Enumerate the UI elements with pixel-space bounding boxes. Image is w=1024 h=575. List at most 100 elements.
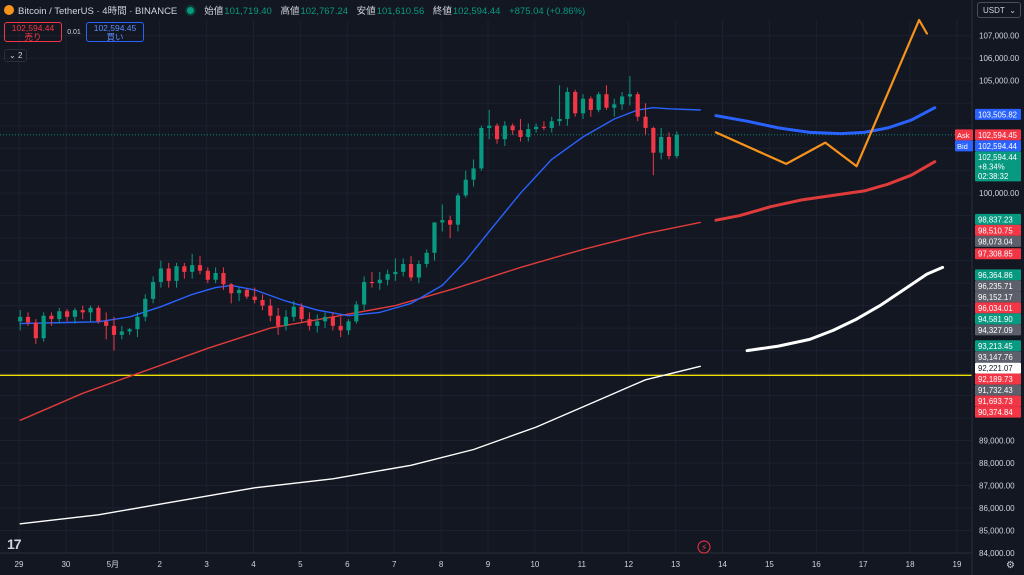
price-label: 97,308.85: [975, 248, 1021, 260]
buy-label: 買い: [106, 32, 124, 42]
candle-body: [557, 118, 562, 122]
candle-body: [393, 271, 398, 275]
candle: [377, 271, 382, 290]
price-label: 102,594.45 Ask: [955, 129, 1021, 141]
price-label-text: 93,147.76: [978, 353, 1013, 362]
candle: [18, 310, 23, 331]
candle-body: [158, 268, 163, 283]
candle: [518, 118, 523, 142]
candle-body: [635, 94, 640, 117]
candle-body: [463, 179, 468, 196]
candle: [659, 127, 664, 160]
time-tick-label: 10: [530, 560, 539, 569]
candle-body: [166, 268, 171, 281]
time-tick-label: 6: [345, 560, 350, 569]
time-tick-label: 4: [251, 560, 256, 569]
sell-button[interactable]: 102,594.44 売り: [4, 22, 62, 42]
price-tick-label: 88,000.00: [979, 459, 1015, 468]
price-label-text: 96,034.01: [978, 304, 1013, 313]
moving-averages: [19, 107, 701, 525]
buy-button[interactable]: 102,594.45 買い: [86, 22, 144, 42]
candle: [174, 262, 179, 288]
price-label-countdown: 02:38:32: [978, 172, 1008, 181]
candle-body: [674, 134, 679, 157]
candle: [619, 91, 625, 110]
time-tick-label: 18: [906, 560, 915, 569]
candle-body: [580, 98, 586, 114]
price-label-bg: [975, 373, 1021, 385]
price-tick-label: 89,000.00: [979, 437, 1015, 446]
price-label-text: 98,510.75: [978, 226, 1013, 235]
symbol-title[interactable]: Bitcoin / TetherUS · 4時間 · BINANCE: [18, 6, 178, 17]
gear-icon[interactable]: ⚙: [1006, 560, 1015, 571]
price-label: 96,235.71: [975, 280, 1021, 292]
candle-body: [541, 126, 547, 128]
high-value: 102,767.24: [300, 6, 349, 17]
candle-body: [322, 316, 328, 322]
price-label: 102,594.44 Bid: [955, 140, 1021, 152]
change-value: +875.04 (+0.86%): [509, 6, 586, 17]
candle: [41, 312, 46, 342]
candle: [96, 305, 101, 324]
candle: [565, 87, 570, 126]
candle-body: [88, 307, 93, 313]
price-label-bg: [975, 324, 1021, 336]
price-label-bg: [975, 235, 1021, 247]
price-label-tag: Bid: [957, 142, 968, 151]
time-tick-label: 19: [953, 560, 962, 569]
candle-body: [143, 298, 148, 317]
candle-body: [197, 265, 203, 271]
price-label-tag-bg: [955, 129, 973, 141]
candle: [471, 159, 476, 187]
candle-body: [330, 316, 335, 326]
candle: [526, 123, 531, 142]
ohlc-values: 始値101,719.40 高値102,767.24 安値101,610.56 終…: [204, 3, 585, 17]
candle: [127, 328, 132, 335]
price-label: 94,327.09: [975, 324, 1021, 336]
candle-body: [104, 321, 109, 326]
candle-body: [57, 311, 62, 320]
ma-white-line: [19, 365, 701, 525]
price-label-bg: [975, 384, 1021, 396]
price-tick-label: 86,000.00: [979, 504, 1015, 513]
price-label: 96,034.01: [975, 302, 1021, 314]
drawn-projections[interactable]: [714, 18, 945, 353]
currency-select[interactable]: USDT ⌄: [977, 2, 1021, 18]
candle: [346, 319, 351, 335]
time-tick-label: 14: [718, 560, 727, 569]
candle: [401, 258, 406, 277]
low-label: 安値: [356, 6, 376, 17]
time-tick-label: 15: [765, 560, 774, 569]
candle: [236, 287, 242, 302]
time-tick-label: 13: [671, 560, 680, 569]
candle-body: [338, 325, 343, 331]
ma-white-projection: [745, 265, 945, 353]
price-label-text: 91,693.73: [978, 397, 1013, 406]
candle: [448, 215, 453, 239]
candle: [190, 253, 195, 279]
chevron-down-icon: ⌄: [9, 51, 16, 60]
price-label: 94,581.90: [975, 313, 1021, 325]
price-label-bg: [975, 269, 1021, 281]
candle-body: [573, 91, 578, 114]
candle-body: [18, 316, 23, 322]
candle: [627, 76, 632, 106]
ma-red-line: [19, 221, 701, 421]
price-tick-label: 84,000.00: [979, 549, 1015, 558]
close-value: 102,594.44: [452, 6, 501, 17]
price-tick-label: 100,000.00: [979, 189, 1020, 198]
candle-body: [174, 266, 179, 281]
price-label-text: 102,594.44: [978, 142, 1018, 151]
price-label-bg: [975, 351, 1021, 363]
time-axis[interactable]: 29 30 5月 2 3 4 5 6 7 8 9 10 11 12 13 14 15 16 17 18 19 ⚡ ⚙: [0, 540, 1015, 571]
close-label: 終値: [432, 6, 452, 17]
candle: [25, 312, 31, 326]
time-tick-label: 2: [157, 560, 162, 569]
candle: [494, 123, 500, 144]
candle-body: [49, 315, 54, 320]
price-label: 91,732.43: [975, 384, 1021, 396]
indicators-toggle[interactable]: ⌄ 2: [4, 49, 28, 62]
price-label: 102,594.44+8.34%02:38:32: [975, 151, 1021, 182]
candle: [158, 260, 163, 288]
